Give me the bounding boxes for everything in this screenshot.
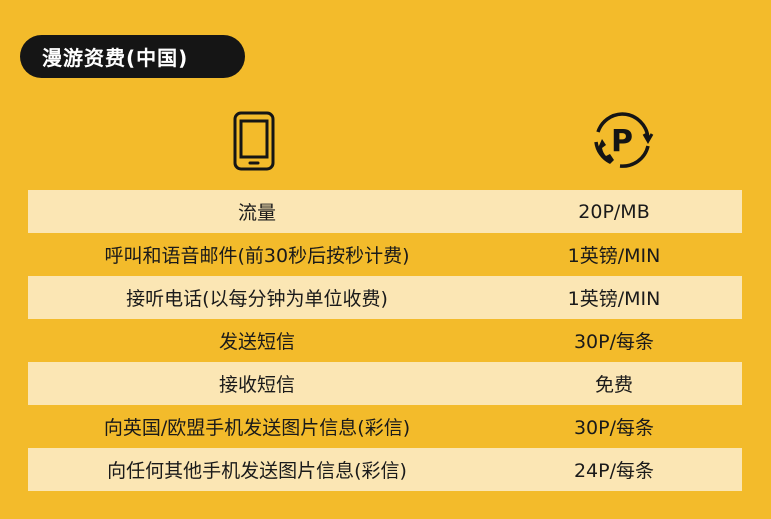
page-title-text: 漫游资费(中国): [42, 46, 189, 70]
rate-value: 24P/每条: [573, 460, 655, 482]
rate-label: 向任何其他手机发送图片信息(彩信): [107, 460, 407, 482]
mobile-phone-icon: [233, 111, 275, 171]
table-row: 发送短信 30P/每条: [28, 319, 742, 362]
rate-label: 接收短信: [218, 374, 295, 396]
table-row: 接听电话(以每分钟为单位收费) 1英镑/MIN: [28, 276, 742, 319]
page-title: 漫游资费(中国): [20, 35, 245, 78]
rate-value: 1英镑/MIN: [567, 288, 661, 310]
table-row: 向英国/欧盟手机发送图片信息(彩信) 30P/每条: [28, 405, 742, 448]
rate-value: 1英镑/MIN: [567, 245, 661, 267]
rates-table: 流量 20P/MB 呼叫和语音邮件(前30秒后按秒计费) 1英镑/MIN 接听电…: [28, 190, 742, 491]
rate-value: 20P/MB: [578, 200, 650, 223]
rate-label: 接听电话(以每分钟为单位收费): [126, 288, 388, 310]
table-row: 流量 20P/MB: [28, 190, 742, 233]
rate-value: 30P/每条: [573, 331, 655, 353]
rate-label: 向英国/欧盟手机发送图片信息(彩信): [103, 417, 411, 439]
rate-value: 免费: [594, 374, 633, 396]
rate-value: 30P/每条: [573, 417, 655, 439]
rate-label: 发送短信: [218, 331, 295, 353]
roaming-charge-icon: P: [594, 112, 654, 168]
table-row: 呼叫和语音邮件(前30秒后按秒计费) 1英镑/MIN: [28, 233, 742, 276]
rate-label: 呼叫和语音邮件(前30秒后按秒计费): [104, 245, 410, 267]
table-row: 接收短信 免费: [28, 362, 742, 405]
roaming-charge-glyph: P: [611, 124, 633, 159]
table-row: 向任何其他手机发送图片信息(彩信) 24P/每条: [28, 448, 742, 491]
rate-label: 流量: [237, 202, 276, 224]
